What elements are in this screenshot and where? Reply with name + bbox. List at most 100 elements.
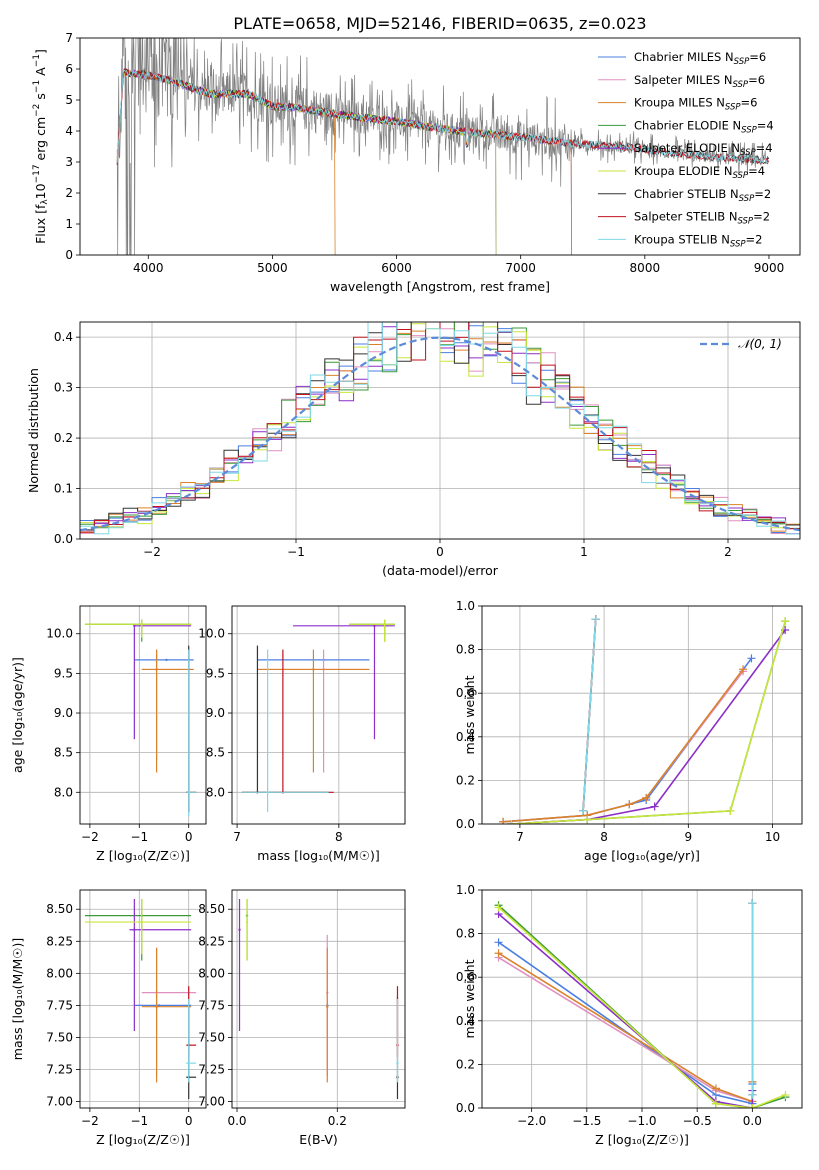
- plot-area: [242, 619, 395, 813]
- errorbar-salpeter-stelib: [242, 649, 334, 794]
- series-line: [503, 670, 744, 823]
- series-salpeter-elodie: [494, 909, 757, 1108]
- y-tick-label: 0: [65, 248, 73, 262]
- x-tick-label: 8: [600, 830, 608, 844]
- errorbar-kroupa-elodie: [245, 898, 249, 961]
- legend-nssp-sub: SSP: [730, 239, 746, 249]
- y-tick-label: 10.0: [46, 627, 73, 641]
- errorbar-chabrier-stelib: [186, 1005, 197, 1100]
- x-tick-label: 1: [580, 545, 588, 559]
- x-tick-label: 8000: [630, 261, 661, 275]
- histogram-kroupa-stelib: [80, 322, 800, 535]
- axes-frame: [79, 37, 801, 256]
- panel-mass-weight-vs-Z: −2.0 −1.5 −1.0 −0.5 0.0 0.0 0.2 0.4 0.6 0.8 1.0 Z […: [456, 883, 803, 1147]
- x-tick-label: 0.2: [328, 1114, 347, 1128]
- x-tick-label: 7: [516, 830, 524, 844]
- x-tick-label: −1: [287, 545, 305, 559]
- series-marker: [494, 903, 503, 912]
- x-tick-label: −1: [130, 830, 148, 844]
- data-point: [155, 668, 158, 671]
- data-point: [266, 791, 269, 794]
- legend-entry-kroupa-elodie: Kroupa ELODIE NSSP=4: [634, 164, 765, 181]
- x-tick-label: 0: [436, 545, 444, 559]
- model-line-kroupa-stelib: [116, 68, 769, 164]
- legend-nssp: N: [716, 96, 725, 110]
- series-kroupa-miles: [499, 665, 748, 824]
- series-marker: [579, 806, 588, 815]
- y-label-part: −1: [32, 80, 42, 93]
- y-tick-label: 8.5: [206, 746, 225, 760]
- legend-entry-chabrier-elodie: Chabrier ELODIE NSSP=4: [634, 118, 774, 135]
- legend-entry-gaussian: 𝒩(0, 1): [738, 337, 782, 351]
- y-axis-label: Flux [fλ10−17 erg cm−2 s−1 A−1]: [32, 49, 50, 244]
- y-axis-label: mass weight: [462, 959, 477, 1038]
- y-tick-label: 8.5: [54, 746, 73, 760]
- x-tick-label: −2: [81, 830, 99, 844]
- x-tick-label: 4000: [133, 261, 164, 275]
- series-salpeter-miles: [494, 953, 757, 1106]
- axes-frame: [231, 605, 406, 825]
- x-tick-label: 7: [233, 830, 241, 844]
- panel-age-vs-mass: 7 8 8.0 8.5 9.0 9.5 10.0 mass [log₁₀(M/M☉)]: [198, 605, 406, 863]
- series-marker: [747, 654, 756, 663]
- y-tick-label: 0.6: [456, 970, 475, 984]
- y-label-part: 10: [33, 183, 48, 199]
- errorbar-salpeter-miles: [141, 947, 197, 1076]
- y-tick-label: 5: [65, 93, 73, 107]
- series-line: [498, 913, 754, 1108]
- data-point: [165, 658, 168, 662]
- tick-labels: 7 8 9 10 0.0 0.2 0.4 0.6 0.8 1.0: [456, 599, 780, 844]
- data-point: [238, 928, 241, 931]
- x-axis-label: E(B-V): [299, 1132, 338, 1147]
- errorbar-chabrier-elodie: [84, 619, 192, 642]
- series-marker: [642, 793, 651, 802]
- legend-label: Kroupa ELODIE: [634, 164, 724, 178]
- errorbar-salpeter-stelib: [186, 649, 197, 813]
- y-tick-label: 7.25: [46, 1063, 73, 1077]
- series-marker: [711, 1084, 720, 1093]
- histogram-kroupa-miles: [80, 322, 800, 533]
- panel-age-vs-Z: −2 −1 0 8.0 8.5 9.0 9.5 10.0 Z [log₁₀(Z/Z☉)] age …: [10, 605, 207, 863]
- legend-nssp-sub: SSP: [732, 171, 748, 181]
- panel-mass-vs-Z: −2 −1 0 7.00 7.25 7.50 7.75 8.00 8.25 8.50 Z [log₁…: [10, 889, 207, 1147]
- x-axis-label: age [log₁₀(age/yr)]: [584, 848, 700, 863]
- errorbar-chabrier-miles: [134, 658, 194, 662]
- x-tick-label: 0: [185, 1114, 193, 1128]
- data-point: [140, 920, 143, 924]
- data-point: [187, 791, 190, 794]
- legend-label: Kroupa MILES: [634, 96, 716, 110]
- y-tick-label: 1.0: [456, 883, 475, 897]
- errorbar-salpeter-elodie: [129, 898, 192, 1032]
- y-tick-label: 0.2: [456, 773, 475, 787]
- series-marker: [625, 800, 634, 809]
- series-marker: [583, 815, 592, 824]
- grid-lines: [482, 605, 802, 825]
- plot-area: [238, 898, 399, 1100]
- tick-labels: 4000 5000 6000 7000 8000 9000 0 1 2 3 4 5 6 7: [65, 31, 784, 275]
- grid-lines: [80, 890, 206, 1108]
- x-tick-label: 0.0: [227, 1114, 246, 1128]
- y-tick-label: 8.25: [46, 934, 73, 948]
- y-tick-label: 3: [65, 155, 73, 169]
- legend-nssp-sub: SSP: [732, 80, 748, 90]
- y-tick-label: 0.4: [456, 1014, 475, 1028]
- y-tick-label: 7.75: [46, 998, 73, 1012]
- series-marker: [781, 1090, 790, 1099]
- data-point: [373, 624, 376, 628]
- y-label-part: λ: [40, 199, 50, 205]
- plot-area: [116, 38, 770, 255]
- legend-nssp: N: [729, 210, 738, 224]
- legend-entry-salpeter-elodie: Salpeter ELODIE NSSP=4: [634, 141, 773, 158]
- y-tick-label: 9.5: [206, 666, 225, 680]
- x-tick-label: −1.0: [627, 1114, 656, 1128]
- histogram-salpeter-stelib: [80, 322, 800, 533]
- plot-area: [80, 322, 800, 535]
- series-line: [503, 668, 744, 823]
- y-tick-label: 0.8: [456, 643, 475, 657]
- legend-label: Salpeter ELODIE: [634, 141, 731, 155]
- y-label-part: −1: [32, 54, 42, 67]
- y-tick-label: 7.00: [46, 1095, 73, 1109]
- figure-title: PLATE=0658, MJD=52146, FIBERID=0635, z=0…: [233, 14, 646, 33]
